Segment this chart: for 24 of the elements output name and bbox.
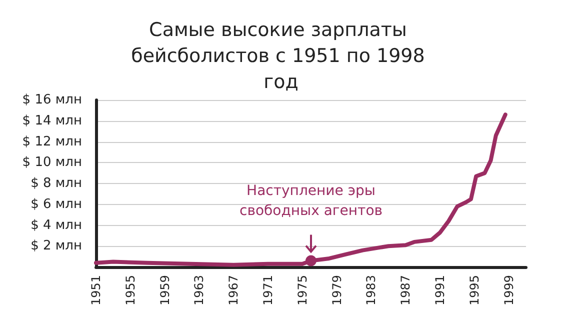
y-tick-label: $ 8 млн	[30, 176, 82, 191]
x-tick-label: 1987	[398, 275, 413, 306]
x-tick-label: 1967	[226, 275, 241, 306]
x-tick-label: 1963	[192, 275, 206, 306]
x-tick-label: 1983	[364, 275, 378, 306]
x-tick-label: 1971	[261, 275, 275, 306]
x-tick-label: 1979	[330, 275, 344, 306]
y-tick-label: $ 14 млн	[22, 113, 82, 128]
x-tick-label: 1951	[89, 275, 103, 306]
annotation: Наступление эры свободных агентов	[239, 183, 383, 220]
chart-title: Самые высокие зарплаты бейсболистов с 1951 по 1998 год	[131, 19, 431, 93]
y-tick-label: $ 4 млн	[30, 218, 82, 233]
y-tick-label: $ 2 млн	[30, 238, 82, 254]
y-tick-label: $ 16 млн	[22, 92, 82, 108]
x-tick-label: 1999	[502, 275, 516, 306]
x-tick-label: 1955	[123, 275, 138, 306]
x-tick-label: 1995	[467, 275, 482, 306]
x-tick-label: 1959	[158, 275, 172, 306]
line-series	[94, 112, 508, 267]
y-tick-label: $ 10 млн	[22, 155, 82, 170]
y-tick-label: $ 12 млн	[22, 134, 82, 150]
x-tick-label: 1991	[433, 275, 447, 306]
x-tick-label: 1975	[295, 275, 310, 306]
y-tick-label: $ 6 млн	[30, 196, 82, 212]
